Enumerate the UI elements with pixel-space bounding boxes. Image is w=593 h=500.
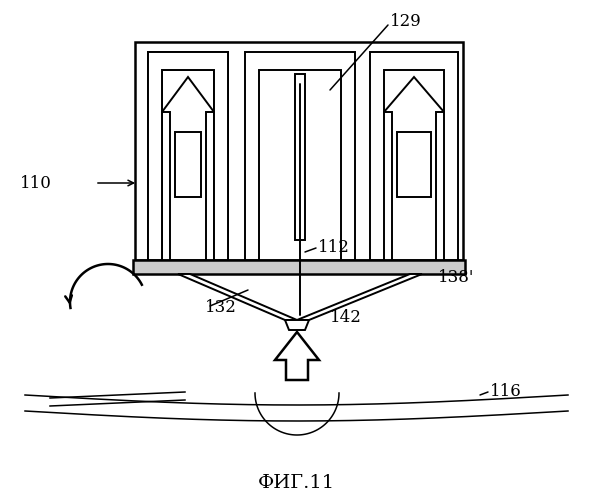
Text: 142: 142	[330, 310, 362, 326]
Text: 110: 110	[20, 174, 52, 192]
Bar	[175, 132, 201, 197]
Bar	[135, 42, 463, 260]
Polygon shape	[370, 52, 458, 260]
Bar	[148, 52, 162, 260]
Bar	[397, 132, 431, 197]
Text: 112: 112	[318, 240, 350, 256]
Bar	[295, 74, 305, 240]
Text: 116: 116	[490, 384, 522, 400]
Text: 132: 132	[205, 300, 237, 316]
Text: 138': 138'	[438, 270, 474, 286]
Text: ФИГ.11: ФИГ.11	[257, 474, 334, 492]
Polygon shape	[285, 320, 309, 330]
Polygon shape	[245, 52, 355, 260]
Polygon shape	[148, 52, 228, 260]
Polygon shape	[384, 77, 444, 260]
Polygon shape	[297, 274, 422, 320]
Polygon shape	[178, 274, 297, 320]
Polygon shape	[275, 332, 319, 380]
Bar	[133, 260, 465, 274]
Text: 129: 129	[390, 14, 422, 30]
Polygon shape	[162, 77, 214, 260]
Bar	[214, 52, 228, 260]
Bar	[148, 52, 228, 70]
